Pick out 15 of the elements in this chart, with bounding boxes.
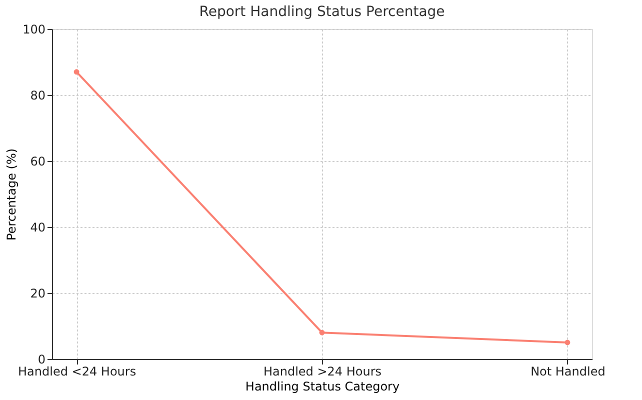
y-tick-label: 20 [30,286,46,300]
y-axis-title: Percentage (%) [4,148,19,241]
point [564,340,570,346]
x-tick-label: Handled >24 Hours [263,364,382,378]
x-tick-label: Handled <24 Hours [18,364,136,378]
y-tick-label: 40 [30,220,46,234]
y-tick-label: 60 [30,154,46,168]
y-tick-label: 80 [30,88,46,102]
point [74,69,80,75]
x-tick-label: Not Handled [530,364,606,378]
chart-title: Report Handling Status Percentage [199,4,445,20]
x-axis-title: Handling Status Category [245,380,400,394]
y-tick-label: 100 [22,22,46,36]
y-tick-label: 0 [38,352,46,366]
point [319,330,325,336]
